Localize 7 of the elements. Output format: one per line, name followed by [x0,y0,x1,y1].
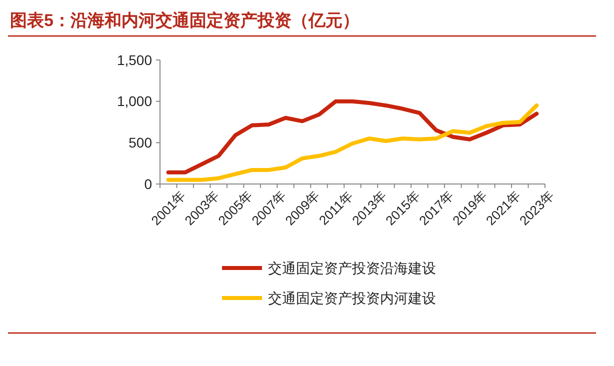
y-tick-label: 500 [128,134,152,151]
y-tick-label: 0 [144,176,152,192]
legend-label: 交通固定资产投资内河建设 [268,290,436,306]
y-tick-label: 1,000 [116,93,152,110]
legend-label: 交通固定资产投资沿海建设 [268,260,436,276]
y-tick-label: 1,500 [116,52,152,68]
chart-title: 图表5：沿海和内河交通固定资产投资（亿元） [10,11,360,30]
